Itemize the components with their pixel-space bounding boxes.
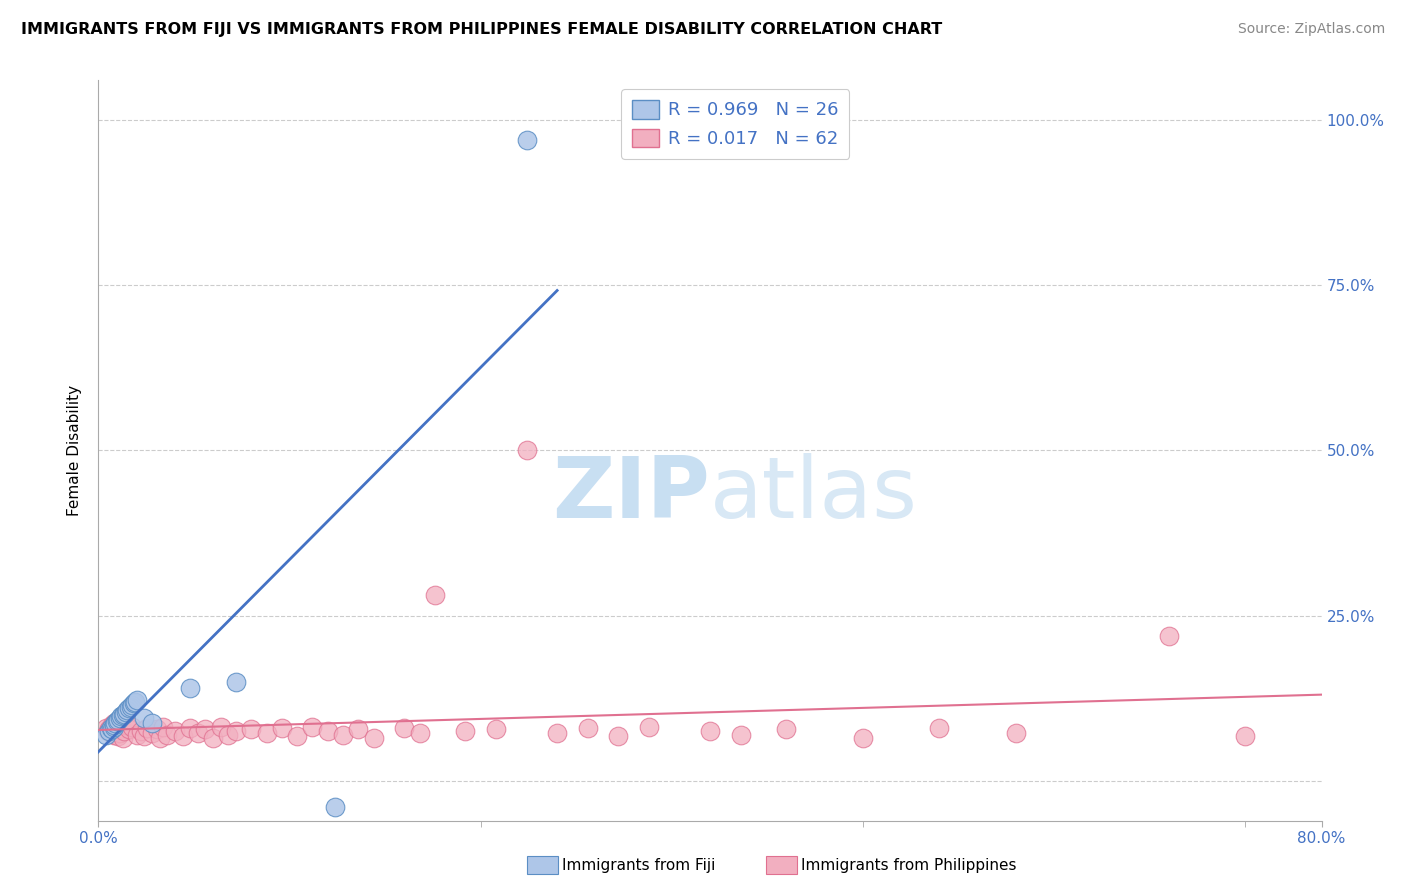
Point	[928, 721, 950, 735]
Point	[115, 718, 138, 732]
Point	[325, 800, 347, 814]
Text: atlas: atlas	[710, 453, 918, 536]
Point	[852, 731, 875, 745]
Point	[163, 724, 186, 739]
Point	[100, 726, 122, 740]
Point	[607, 729, 630, 743]
Point	[225, 674, 247, 689]
Legend: R = 0.969   N = 26, R = 0.017   N = 62: R = 0.969 N = 26, R = 0.017 N = 62	[621, 89, 849, 159]
Text: Source: ZipAtlas.com: Source: ZipAtlas.com	[1237, 22, 1385, 37]
Point	[124, 695, 146, 709]
Point	[105, 714, 128, 729]
Point	[699, 724, 721, 739]
Point	[392, 721, 416, 735]
Point	[110, 721, 132, 735]
Point	[1234, 729, 1257, 743]
Point	[347, 723, 370, 737]
Text: Immigrants from Philippines: Immigrants from Philippines	[801, 858, 1017, 872]
Point	[110, 709, 132, 723]
Point	[98, 723, 121, 737]
Text: ZIP: ZIP	[553, 453, 710, 536]
Point	[423, 588, 446, 602]
Point	[103, 728, 125, 742]
Point	[332, 728, 354, 742]
Point	[129, 724, 152, 739]
Point	[134, 711, 156, 725]
Point	[225, 724, 247, 739]
Point	[576, 721, 599, 735]
Point	[121, 720, 143, 734]
Point	[103, 715, 125, 730]
Point	[125, 693, 148, 707]
Point	[301, 720, 323, 734]
Text: Immigrants from Fiji: Immigrants from Fiji	[562, 858, 716, 872]
Point	[115, 705, 138, 719]
Point	[285, 729, 308, 743]
Y-axis label: Female Disability: Female Disability	[67, 384, 83, 516]
Point	[240, 723, 263, 737]
Point	[118, 701, 141, 715]
Point	[111, 707, 134, 722]
Point	[316, 724, 339, 739]
Point	[730, 728, 752, 742]
Point	[179, 681, 201, 696]
Point	[94, 721, 117, 735]
Point	[194, 723, 217, 737]
Point	[103, 720, 125, 734]
Point	[108, 726, 131, 740]
Point	[112, 724, 135, 739]
Text: IMMIGRANTS FROM FIJI VS IMMIGRANTS FROM PHILIPPINES FEMALE DISABILITY CORRELATIO: IMMIGRANTS FROM FIJI VS IMMIGRANTS FROM …	[21, 22, 942, 37]
Point	[187, 726, 209, 740]
Point	[120, 700, 142, 714]
Point	[172, 729, 194, 743]
Point	[107, 713, 129, 727]
Point	[112, 706, 135, 721]
Point	[136, 721, 159, 735]
Point	[103, 718, 125, 732]
Point	[202, 731, 225, 745]
Point	[107, 729, 129, 743]
Point	[118, 723, 141, 737]
Point	[179, 721, 201, 735]
Point	[94, 728, 117, 742]
Point	[775, 723, 797, 737]
Point	[121, 698, 143, 712]
Point	[217, 728, 239, 742]
Point	[1004, 726, 1026, 740]
Point	[156, 728, 179, 742]
Point	[141, 715, 163, 730]
Point	[256, 726, 278, 740]
Point	[145, 723, 167, 737]
Point	[408, 726, 430, 740]
Point	[209, 720, 232, 734]
Point	[454, 724, 477, 739]
Point	[125, 728, 148, 742]
Point	[1157, 629, 1180, 643]
Point	[104, 720, 127, 734]
Point	[516, 133, 538, 147]
Point	[111, 731, 134, 745]
Point	[141, 726, 163, 740]
Point	[546, 726, 568, 740]
Point	[117, 703, 139, 717]
Point	[104, 715, 127, 730]
Point	[134, 729, 156, 743]
Point	[516, 443, 538, 458]
Point	[122, 696, 145, 710]
Point	[100, 721, 122, 735]
Point	[108, 711, 131, 725]
Point	[97, 724, 120, 739]
Point	[637, 720, 661, 734]
Point	[101, 723, 124, 737]
Point	[152, 720, 174, 734]
Point	[149, 731, 172, 745]
Point	[363, 731, 385, 745]
Point	[485, 723, 508, 737]
Point	[98, 724, 121, 739]
Point	[101, 718, 124, 732]
Point	[105, 724, 128, 739]
Point	[270, 721, 292, 735]
